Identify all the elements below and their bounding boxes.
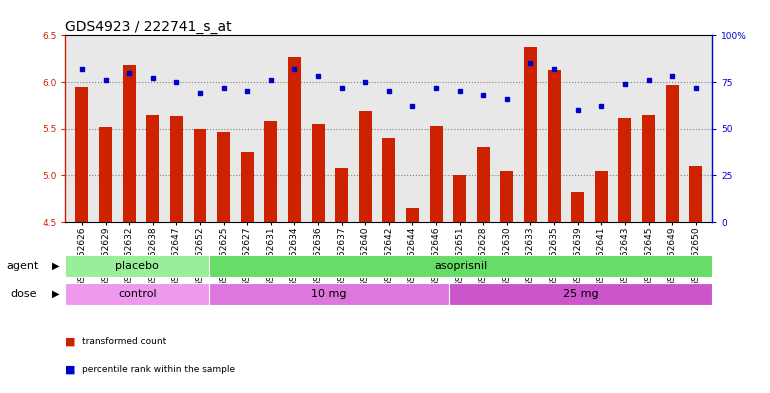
- Text: transformed count: transformed count: [82, 338, 166, 346]
- Bar: [618, 118, 631, 222]
- Bar: [209, 255, 712, 277]
- Bar: [359, 111, 372, 222]
- Text: percentile rank within the sample: percentile rank within the sample: [82, 365, 236, 374]
- Bar: [65, 255, 209, 277]
- Bar: [477, 147, 490, 222]
- Bar: [571, 192, 584, 222]
- Bar: [312, 124, 324, 222]
- Bar: [665, 85, 678, 222]
- Text: 25 mg: 25 mg: [563, 289, 598, 299]
- Bar: [454, 175, 466, 222]
- Bar: [430, 126, 443, 222]
- Bar: [75, 87, 89, 222]
- Bar: [288, 57, 301, 222]
- Bar: [146, 115, 159, 222]
- Bar: [406, 208, 419, 222]
- Text: ▶: ▶: [52, 289, 59, 299]
- Text: asoprisnil: asoprisnil: [434, 261, 487, 271]
- Text: 10 mg: 10 mg: [311, 289, 346, 299]
- Text: GDS4923 / 222741_s_at: GDS4923 / 222741_s_at: [65, 20, 232, 34]
- Text: ▶: ▶: [52, 261, 59, 271]
- Bar: [122, 65, 136, 222]
- Text: control: control: [118, 289, 156, 299]
- Bar: [689, 166, 702, 222]
- Text: placebo: placebo: [116, 261, 159, 271]
- Bar: [170, 116, 183, 222]
- Bar: [264, 121, 277, 222]
- Bar: [500, 171, 514, 222]
- Text: ■: ■: [65, 337, 76, 347]
- Bar: [99, 127, 112, 222]
- Bar: [449, 283, 712, 305]
- Bar: [217, 132, 230, 222]
- Bar: [642, 115, 655, 222]
- Bar: [209, 283, 449, 305]
- Bar: [547, 70, 561, 222]
- Bar: [383, 138, 395, 222]
- Bar: [524, 47, 537, 222]
- Bar: [594, 171, 608, 222]
- Bar: [241, 152, 253, 222]
- Text: dose: dose: [10, 289, 36, 299]
- Text: ■: ■: [65, 364, 76, 375]
- Bar: [65, 283, 209, 305]
- Bar: [335, 168, 348, 222]
- Bar: [193, 129, 206, 222]
- Text: agent: agent: [6, 261, 38, 271]
